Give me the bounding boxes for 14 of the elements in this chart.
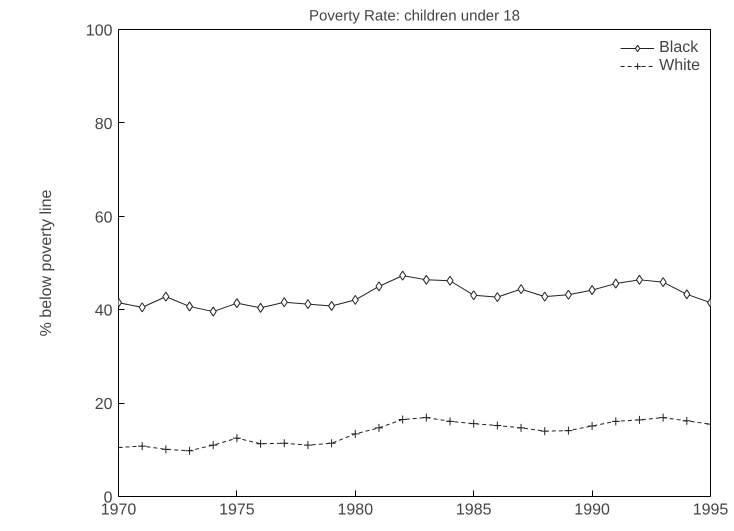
- chart-title: Poverty Rate: children under 18: [309, 8, 520, 24]
- x-tick-label: 1985: [456, 502, 492, 518]
- y-tick-label: 20: [94, 396, 113, 414]
- y-tick-label: 80: [94, 116, 113, 133]
- y-tick-label: 100: [86, 22, 113, 40]
- legend-label: Black: [659, 39, 698, 57]
- x-tick-label: 1980: [338, 502, 374, 518]
- y-axis-title: % below poverty line: [38, 190, 55, 336]
- legend-label: White: [659, 57, 700, 75]
- y-tick-label: 40: [94, 302, 113, 320]
- x-tick-label: 1975: [219, 502, 255, 518]
- x-tick-label: 1995: [692, 502, 728, 518]
- y-tick-label: 60: [94, 209, 113, 226]
- x-tick-label: 1990: [574, 502, 610, 518]
